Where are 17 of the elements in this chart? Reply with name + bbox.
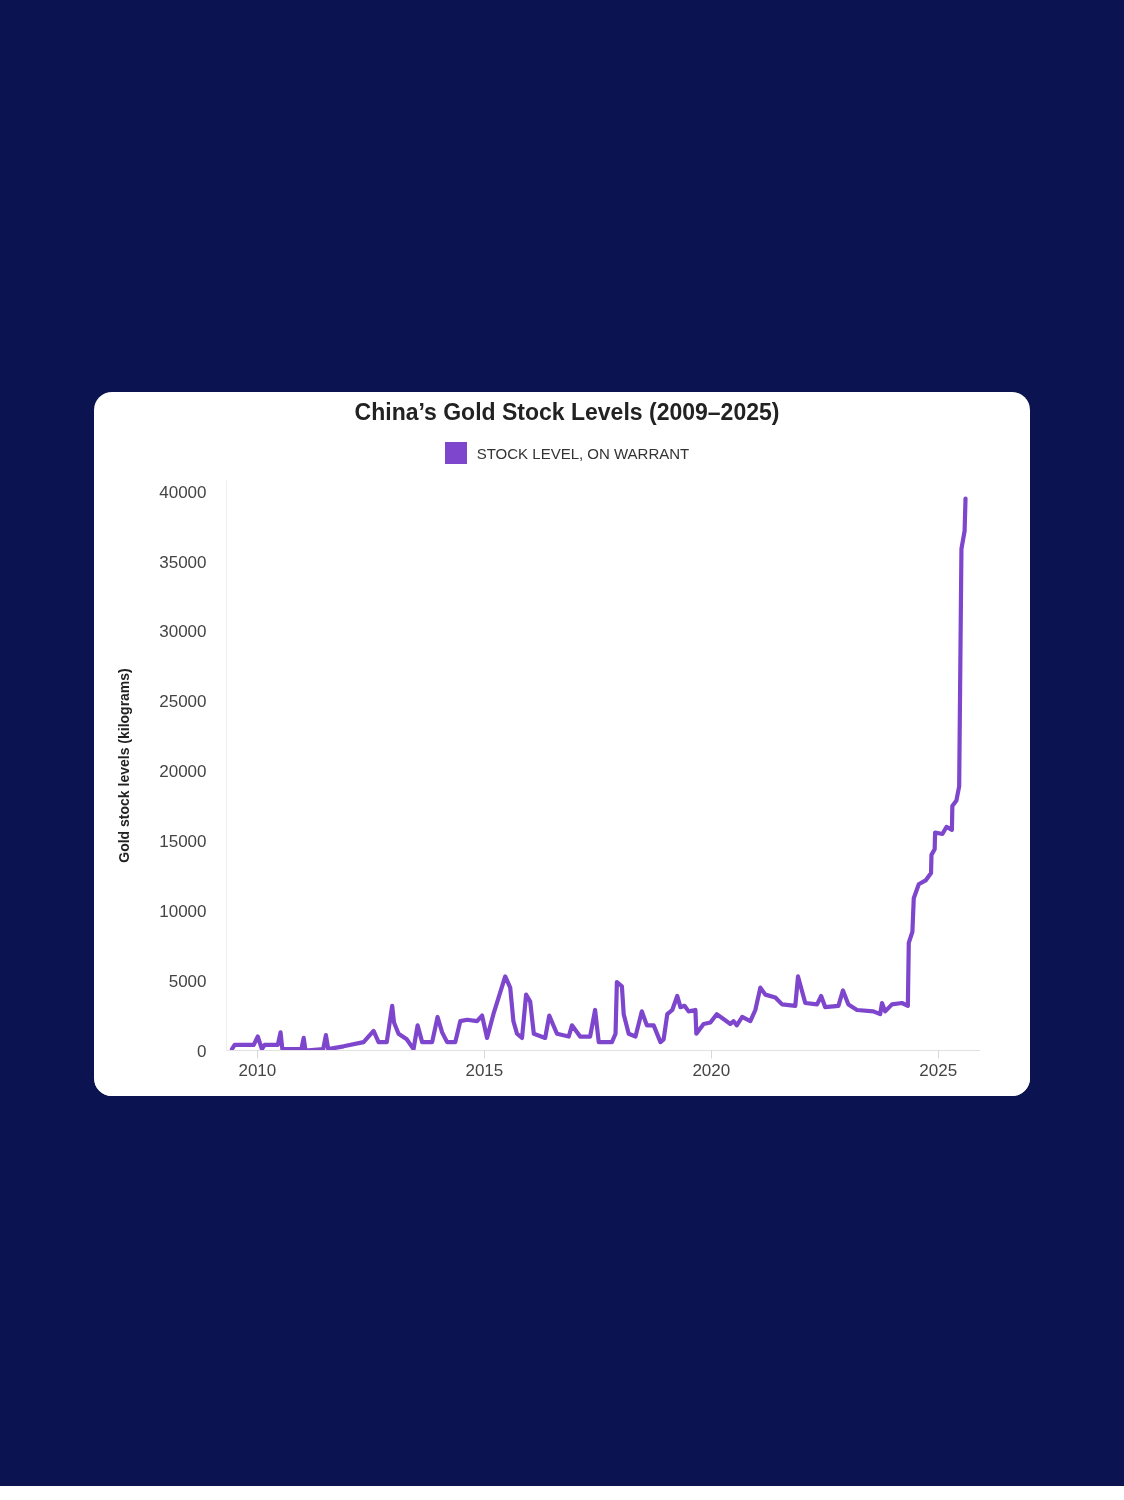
y-tick-label: 40000 <box>159 482 207 502</box>
y-tick-label: 5000 <box>168 971 207 991</box>
y-tick-label: 25000 <box>159 692 207 712</box>
legend-label: STOCK LEVEL, ON WARRANT <box>476 443 690 464</box>
chart-title: China’s Gold Stock Levels (2009–2025) <box>354 398 780 427</box>
x-tick-label: 2025 <box>919 1060 958 1080</box>
x-tick-label: 2015 <box>465 1060 504 1080</box>
y-tick-label: 10000 <box>159 901 207 921</box>
y-tick-label: 20000 <box>159 762 207 782</box>
x-tick-label: 2010 <box>238 1060 277 1080</box>
y-tick-label: 15000 <box>159 831 207 851</box>
y-tick-label: 0 <box>197 1041 207 1061</box>
y-tick-label: 35000 <box>159 552 207 572</box>
y-tick-label: 30000 <box>159 622 207 642</box>
line-series <box>229 496 968 1051</box>
y-axis-title: Gold stock levels (kilograms) <box>116 668 133 863</box>
x-tick-label: 2020 <box>692 1060 731 1080</box>
